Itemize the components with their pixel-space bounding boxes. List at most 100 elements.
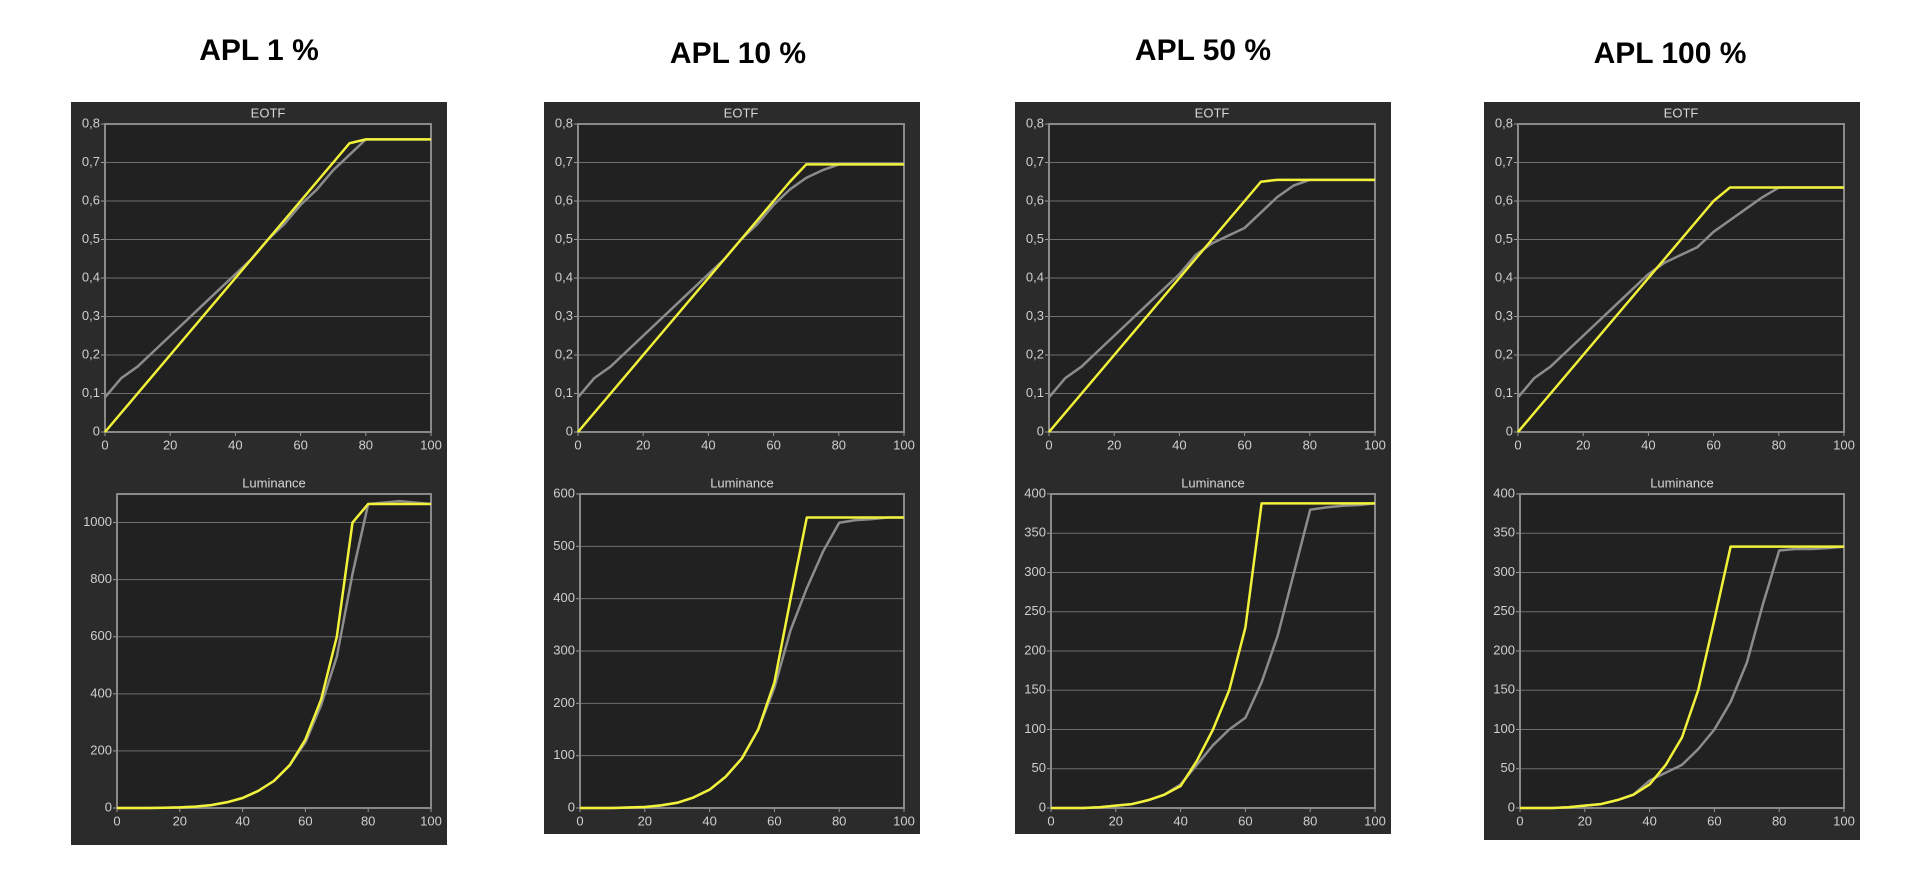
y-tick-label: 0,8 [555, 115, 573, 130]
y-tick-label: 0,3 [1026, 308, 1044, 323]
y-tick-label: 250 [1024, 603, 1046, 618]
x-tick-label: 20 [173, 813, 187, 828]
series-line [1517, 186, 1844, 433]
y-tick-label: 0,6 [82, 192, 100, 207]
y-tick-label: 0 [93, 423, 100, 438]
x-tick-label: 80 [832, 813, 846, 828]
x-tick-label: 0 [113, 813, 120, 828]
panel-heading: APL 1 % [199, 34, 319, 67]
y-tick-label: 1000 [83, 514, 112, 529]
y-tick-label: 400 [90, 685, 112, 700]
x-tick-label: 80 [1303, 813, 1317, 828]
x-tick-label: 100 [1364, 813, 1386, 828]
x-tick-label: 0 [1045, 437, 1052, 452]
y-tick-label: 0,5 [1495, 231, 1513, 246]
x-tick-label: 0 [1047, 813, 1054, 828]
x-tick-label: 20 [636, 437, 650, 452]
x-tick-label: 80 [1772, 813, 1786, 828]
x-tick-label: 20 [1107, 437, 1121, 452]
x-tick-label: 40 [702, 813, 716, 828]
chart-title: EOTF [251, 105, 286, 120]
x-tick-label: 80 [1303, 437, 1317, 452]
y-tick-label: 250 [1493, 603, 1515, 618]
y-tick-label: 0,5 [82, 231, 100, 246]
x-tick-label: 40 [235, 813, 249, 828]
y-tick-label: 0,7 [82, 154, 100, 169]
y-tick-label: 100 [1024, 721, 1046, 736]
y-tick-label: 0,4 [1495, 269, 1513, 284]
series-line [117, 502, 431, 810]
x-tick-label: 60 [1707, 813, 1721, 828]
y-tick-label: 0 [568, 799, 575, 814]
x-tick-label: 100 [1833, 813, 1855, 828]
x-tick-label: 80 [361, 813, 375, 828]
chart-title: EOTF [1195, 105, 1230, 120]
x-tick-label: 60 [1238, 813, 1252, 828]
x-tick-label: 60 [766, 437, 780, 452]
y-tick-label: 0,7 [1026, 154, 1044, 169]
x-tick-label: 40 [701, 437, 715, 452]
y-tick-label: 50 [1032, 760, 1046, 775]
x-tick-label: 80 [832, 437, 846, 452]
y-tick-label: 200 [1493, 642, 1515, 657]
x-tick-label: 0 [574, 437, 581, 452]
y-tick-label: 50 [1501, 760, 1515, 775]
x-tick-label: 100 [1833, 437, 1855, 452]
y-tick-label: 0,6 [1026, 192, 1044, 207]
plot-frame [1048, 123, 1376, 433]
y-tick-label: 500 [553, 538, 575, 553]
y-tick-label: 200 [90, 742, 112, 757]
x-tick-label: 20 [1576, 437, 1590, 452]
y-tick-label: 0 [1039, 799, 1046, 814]
y-tick-label: 0,4 [82, 269, 100, 284]
y-tick-label: 300 [1024, 564, 1046, 579]
series-line [580, 516, 904, 810]
y-tick-label: 0,8 [82, 115, 100, 130]
y-tick-label: 0,8 [1026, 115, 1044, 130]
x-tick-label: 60 [1237, 437, 1251, 452]
y-tick-label: 0,8 [1495, 115, 1513, 130]
y-tick-label: 0 [566, 423, 573, 438]
x-tick-label: 60 [767, 813, 781, 828]
y-tick-label: 0 [105, 799, 112, 814]
x-tick-label: 0 [1516, 813, 1523, 828]
y-tick-label: 0,1 [1026, 385, 1044, 400]
y-tick-label: 300 [1493, 564, 1515, 579]
x-tick-label: 0 [1514, 437, 1521, 452]
x-tick-label: 40 [1642, 813, 1656, 828]
x-tick-label: 20 [163, 437, 177, 452]
y-tick-label: 0,6 [555, 192, 573, 207]
series-line [1051, 502, 1375, 810]
x-tick-label: 40 [228, 437, 242, 452]
plot-area [117, 494, 431, 808]
x-tick-label: 20 [1578, 813, 1592, 828]
y-tick-label: 0,3 [1495, 308, 1513, 323]
plot-frame [1519, 493, 1845, 809]
chart-title: EOTF [724, 105, 759, 120]
chart-title: Luminance [710, 475, 774, 490]
x-tick-label: 60 [1706, 437, 1720, 452]
chart-title: Luminance [1181, 475, 1245, 490]
x-tick-label: 20 [1109, 813, 1123, 828]
chart-title: EOTF [1664, 105, 1699, 120]
x-tick-label: 60 [298, 813, 312, 828]
y-tick-label: 200 [553, 695, 575, 710]
plot-frame [1517, 123, 1845, 433]
chart-title: Luminance [242, 475, 306, 490]
x-tick-label: 100 [1364, 437, 1386, 452]
plot-frame [579, 493, 905, 809]
y-tick-label: 0,6 [1495, 192, 1513, 207]
x-tick-label: 40 [1641, 437, 1655, 452]
y-tick-label: 600 [553, 485, 575, 500]
plot-frame [116, 493, 432, 809]
y-tick-label: 0,5 [1026, 231, 1044, 246]
y-tick-label: 0,4 [555, 269, 573, 284]
x-tick-label: 20 [638, 813, 652, 828]
y-tick-label: 0,1 [1495, 385, 1513, 400]
y-tick-label: 0,2 [1026, 346, 1044, 361]
y-tick-label: 400 [1024, 485, 1046, 500]
y-tick-label: 0,7 [555, 154, 573, 169]
x-tick-label: 80 [1772, 437, 1786, 452]
y-tick-label: 0,2 [1495, 346, 1513, 361]
y-tick-label: 100 [1493, 721, 1515, 736]
